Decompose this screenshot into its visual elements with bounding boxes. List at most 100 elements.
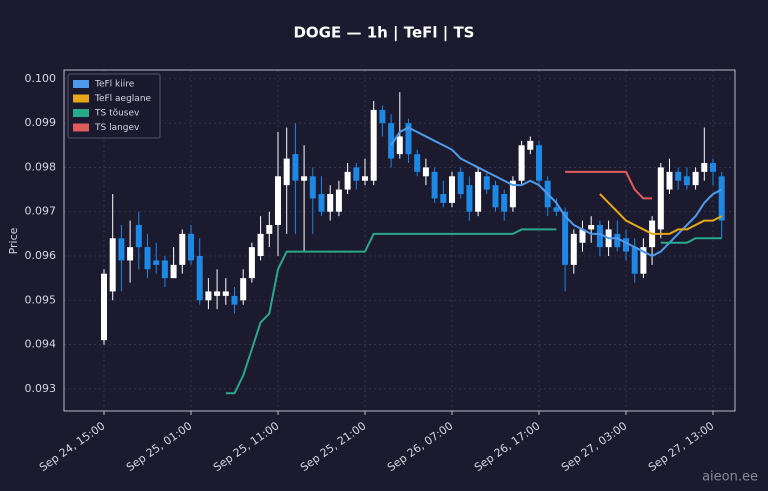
legend-swatch	[73, 123, 89, 132]
candle-body	[588, 225, 595, 230]
candle-body	[309, 176, 316, 199]
legend-swatch	[73, 80, 89, 88]
candle-body	[153, 260, 160, 265]
x-tick-label: Sep 25, 01:00	[124, 419, 194, 474]
x-tick-label: Sep 25, 11:00	[211, 419, 281, 474]
candle-body	[283, 158, 290, 186]
candle-body	[370, 109, 377, 181]
candle-body	[536, 145, 542, 181]
y-tick-label: 0.100	[25, 72, 57, 85]
legend-box	[67, 73, 161, 139]
candle-body	[501, 194, 508, 212]
line-series	[599, 193, 723, 235]
x-tick-label: Sep 26, 07:00	[385, 419, 455, 474]
candle-body	[109, 238, 116, 292]
y-tick-label: 0.093	[25, 382, 57, 395]
line-series	[565, 170, 653, 200]
candle-body	[701, 163, 708, 172]
candle-body	[396, 136, 403, 155]
candle-body	[666, 171, 673, 190]
candle-body	[718, 176, 725, 221]
legend-label: TS langev	[94, 123, 140, 133]
candle-body	[179, 233, 186, 265]
line-series	[225, 228, 722, 395]
candle-body	[675, 171, 682, 181]
y-tick-label: 0.097	[25, 205, 57, 218]
candle-body	[457, 171, 464, 194]
x-tick-label: Sep 27, 03:00	[559, 419, 629, 474]
candle-body	[440, 194, 447, 203]
legend-label: TS tõusev	[94, 109, 140, 119]
legend-swatch	[73, 109, 89, 117]
candle-body	[388, 123, 395, 159]
candle-body	[248, 247, 255, 279]
candle-body	[292, 154, 299, 181]
candle-body	[683, 176, 690, 186]
candle-body	[405, 123, 412, 155]
candle-body	[431, 171, 438, 199]
candle-body	[623, 238, 629, 252]
candle-body	[353, 167, 360, 181]
candle-body	[327, 194, 334, 212]
candle-body	[101, 273, 107, 341]
candle-body	[475, 171, 482, 212]
x-tick-label: Sep 26, 17:00	[472, 419, 542, 474]
candle-body	[596, 225, 603, 248]
candle-body	[318, 194, 325, 212]
y-tick-label: 0.099	[25, 116, 57, 129]
candle-body	[414, 154, 421, 172]
candle-body	[657, 167, 664, 230]
candle-body	[379, 109, 386, 124]
candle-body	[422, 167, 429, 177]
candle-body	[205, 291, 212, 301]
candle-body	[631, 247, 638, 274]
candle-body	[640, 247, 647, 274]
candle-body	[518, 145, 525, 181]
candle-body	[275, 176, 281, 225]
candle-body	[266, 225, 273, 234]
candle-body	[509, 180, 516, 208]
line-series	[390, 126, 723, 257]
candle-body	[170, 264, 177, 279]
candle-body	[222, 291, 229, 296]
candle-body	[161, 260, 168, 279]
plot-frame	[63, 69, 736, 412]
candle-body	[135, 225, 142, 248]
y-tick-label: 0.094	[25, 338, 57, 351]
candle-body	[483, 176, 490, 190]
candle-body	[301, 176, 308, 181]
candle-body	[118, 238, 125, 261]
candle-body	[196, 256, 203, 301]
candle-body	[214, 291, 221, 296]
watermark: aieon.ee	[702, 470, 758, 485]
candle-body	[492, 185, 499, 208]
candle-body	[257, 233, 264, 256]
y-tick-label: 0.098	[25, 160, 57, 173]
candle-body	[127, 247, 134, 261]
candle-body	[562, 211, 569, 265]
candle-body	[144, 247, 151, 270]
candle-body	[579, 229, 586, 243]
candle-body	[231, 295, 238, 305]
candle-body	[614, 233, 621, 248]
candle-body	[570, 233, 577, 265]
y-tick-label: 0.095	[25, 293, 57, 306]
candle-body	[335, 189, 342, 212]
legend-label: TeFl kiire	[94, 80, 135, 90]
y-tick-label: 0.096	[25, 249, 57, 262]
candle-body	[527, 140, 534, 150]
candle-body	[188, 233, 194, 261]
candle-body	[692, 171, 699, 186]
x-tick-label: Sep 25, 21:00	[298, 419, 368, 474]
chart-title: DOGE — 1h | TeFl | TS	[293, 24, 474, 43]
candle-body	[553, 207, 560, 212]
legend-swatch	[73, 94, 89, 103]
x-tick-label: Sep 27, 13:00	[646, 419, 716, 474]
legend-label: TeFl aeglane	[94, 94, 152, 104]
candle-body	[344, 171, 351, 190]
candle-body	[449, 176, 455, 203]
candle-body	[240, 278, 247, 301]
x-tick-label: Sep 24, 15:00	[37, 419, 107, 474]
y-axis-label: Price	[7, 227, 20, 254]
